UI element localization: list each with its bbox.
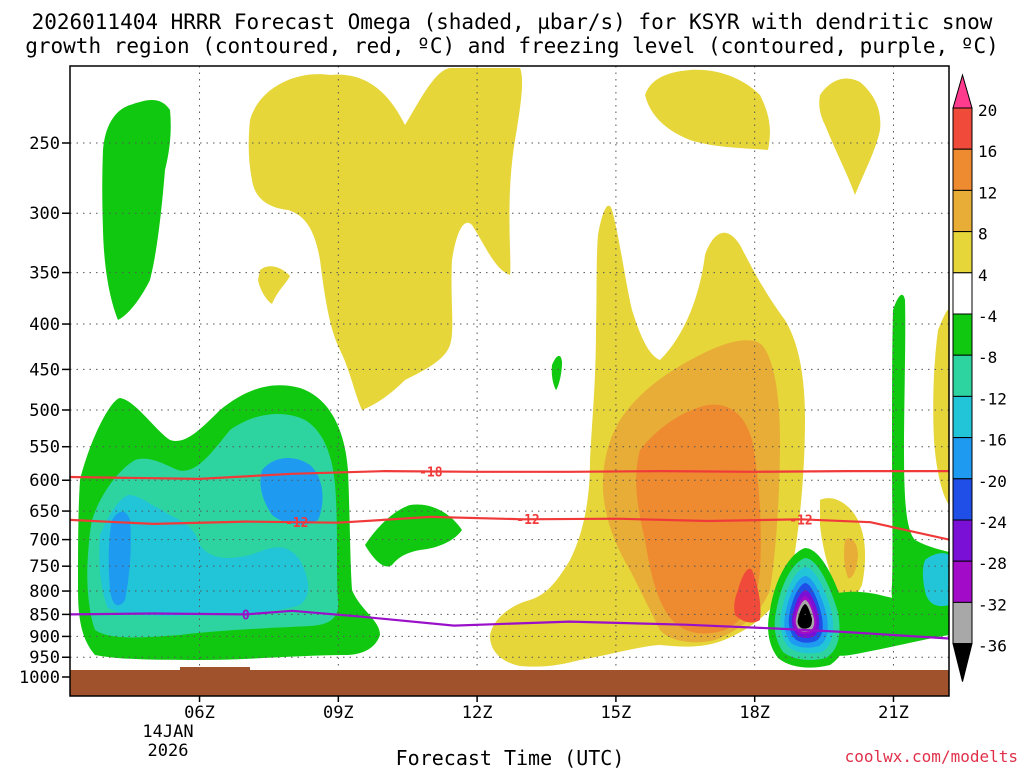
credit-text: coolwx.com/modelts [845,747,1018,766]
colorbar-label: -4 [978,307,997,326]
y-tick-label: 250 [29,134,60,154]
colorbar-top-arrow [952,73,973,109]
y-tick-label: 700 [29,531,60,551]
region-yellow-upper-right [645,69,770,150]
plot-area: -18 -12 -12 -12 0 [70,66,949,696]
colorbar-swatch [952,478,973,521]
y-tick-label: 900 [29,627,60,647]
colorbar-swatch [952,560,973,603]
y-tick-label: 850 [29,605,60,625]
chart-title-line1: 2026011404 HRRR Forecast Omega (shaded, … [32,10,993,34]
contour-label-freezing-0: 0 [242,608,250,623]
colorbar-label: 16 [978,142,997,161]
colorbar-label: 4 [978,266,988,285]
colorbar-swatch [952,231,973,274]
region-red-max [734,568,761,623]
ground-surface [70,670,949,696]
colorbar-swatch [952,601,973,645]
contour-dgz-minus18 [70,469,949,481]
colorbar-label: -12 [978,389,1007,408]
region-min-core [797,604,812,629]
y-tick-label: 550 [29,438,60,458]
x-tick-label: 09Z [323,703,354,723]
y-tick-label: 750 [29,557,60,577]
colorbar-label: 20 [978,101,997,120]
grid-lines [70,66,949,696]
region-green-left [102,100,171,320]
x-axis: 06Z 09Z 12Z 15Z 18Z 21Z [184,696,909,723]
colorbar-label: 8 [978,225,988,244]
x-tick-label: 12Z [462,703,493,723]
y-tick-label: 1000 [19,668,60,688]
plot-border [69,65,950,697]
colorbar-label: -32 [978,595,1007,614]
contour-label-dgz-minus12: -12 [789,513,812,528]
y-tick-label: 950 [29,648,60,668]
region-blue-left-a [108,511,131,606]
colorbar-label: -8 [978,348,997,367]
colorbar-swatch [952,107,973,150]
colorbar-swatch [952,519,973,562]
x-tick-label: 21Z [878,703,909,723]
colorbar-label: -24 [978,513,1007,532]
colorbar-swatch [952,437,973,480]
x-tick-label: 18Z [739,703,770,723]
contour-label-dgz-minus18: -18 [419,465,443,480]
ground-bump [180,667,250,671]
colorbar-label: -36 [978,637,1007,656]
colorbar-swatch [952,148,973,191]
y-tick-label: 300 [29,204,60,224]
region-small-orange [844,538,858,579]
y-tick-label: 600 [29,471,60,491]
region-yellow-top-corner [819,78,881,195]
chart-title-line2: growth region (contoured, red, ºC) and f… [25,34,999,58]
colorbar-swatch [952,354,973,397]
colorbar-swatch [952,189,973,233]
contour-label-dgz-minus12: -12 [285,516,308,531]
y-tick-label: 350 [29,264,60,284]
colorbar-swatch [952,313,973,356]
region-yellow-right-lower [820,498,866,601]
contour-dgz-minus12 [70,515,949,541]
x-tick-label: 15Z [601,703,632,723]
colorbar-bottom-arrow [952,643,973,682]
colorbar-label: -20 [978,472,1007,491]
x-tick-label: 06Z [184,703,215,723]
y-tick-label: 400 [29,315,60,335]
contour-freezing-0 [70,609,949,640]
region-green-tiny [551,355,562,390]
region-aqua-left [99,495,309,616]
y-tick-label: 650 [29,502,60,522]
region-green-right-strip [891,294,949,614]
contour-label-dgz-minus12: -12 [516,513,539,528]
region-yellow-far-right [933,309,949,505]
y-tick-label: 450 [29,360,60,380]
date-label-day: 14JAN [142,722,193,742]
y-tick-label: 500 [29,401,60,421]
x-axis-label: Forecast Time (UTC) [396,746,625,768]
date-label-year: 2026 [148,741,189,761]
colorbar-label: -28 [978,554,1007,573]
colorbar-swatch [952,272,973,315]
colorbar: 20 16 12 8 4 -4 -8 -12 -16 -20 -24 -28 -32 -36 [952,73,1007,682]
contour-lines: -18 -12 -12 -12 0 [70,465,949,640]
colorbar-label: 12 [978,183,997,202]
y-axis: 2503003504004505005506006507007508008509… [19,134,70,688]
region-yellow-upper-left [248,68,523,410]
region-yellow-small-blob [258,266,290,304]
colorbar-label: -16 [978,431,1007,450]
region-orange-core [636,404,761,634]
colorbar-swatch [952,395,973,439]
y-tick-label: 800 [29,582,60,602]
